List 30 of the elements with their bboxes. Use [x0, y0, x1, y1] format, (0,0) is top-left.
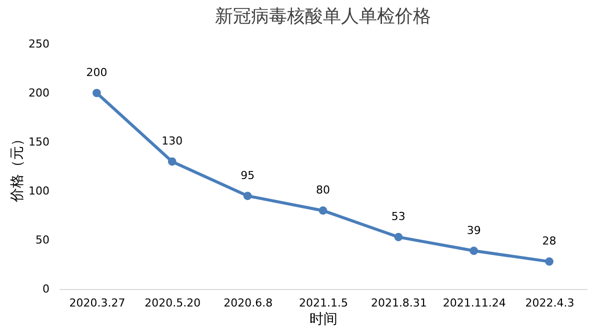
point [168, 157, 176, 166]
data-label: 95 [240, 168, 255, 182]
x-tick-label: 2022.4.3 [525, 296, 574, 310]
point [243, 192, 252, 200]
x-axis-title: 时间 [310, 312, 338, 328]
y-tick-label: 150 [28, 136, 50, 148]
y-tick-label: 50 [36, 234, 50, 246]
y-tick-label: 200 [28, 86, 50, 100]
data-label: 53 [391, 210, 406, 224]
data-label: 28 [542, 234, 556, 248]
point [470, 246, 478, 255]
data-label: 130 [162, 134, 183, 148]
data-label: 200 [86, 66, 108, 79]
y-tick-label: 100 [28, 184, 50, 198]
x-tick-label: 2020.5.20 [144, 296, 201, 310]
data-label: 39 [466, 224, 481, 237]
x-tick-label: 2020.6.8 [224, 296, 273, 310]
y-tick-label: 250 [28, 38, 50, 50]
y-axis-title: 价格（元） [10, 132, 26, 203]
y-tick-label: 0 [42, 282, 50, 296]
x-tick-label: 2021.1.5 [299, 296, 348, 310]
point [545, 257, 554, 266]
x-tick-label: 2021.11.24 [442, 296, 506, 310]
data-label: 80 [316, 184, 330, 197]
point [318, 206, 328, 215]
point [92, 88, 101, 98]
x-tick-label: 2020.3.27 [69, 296, 126, 310]
x-tick-label: 2021.8.31 [370, 296, 427, 310]
point [394, 232, 403, 242]
chart-title: 新冠病毒核酸单人单检价格 [215, 6, 431, 27]
